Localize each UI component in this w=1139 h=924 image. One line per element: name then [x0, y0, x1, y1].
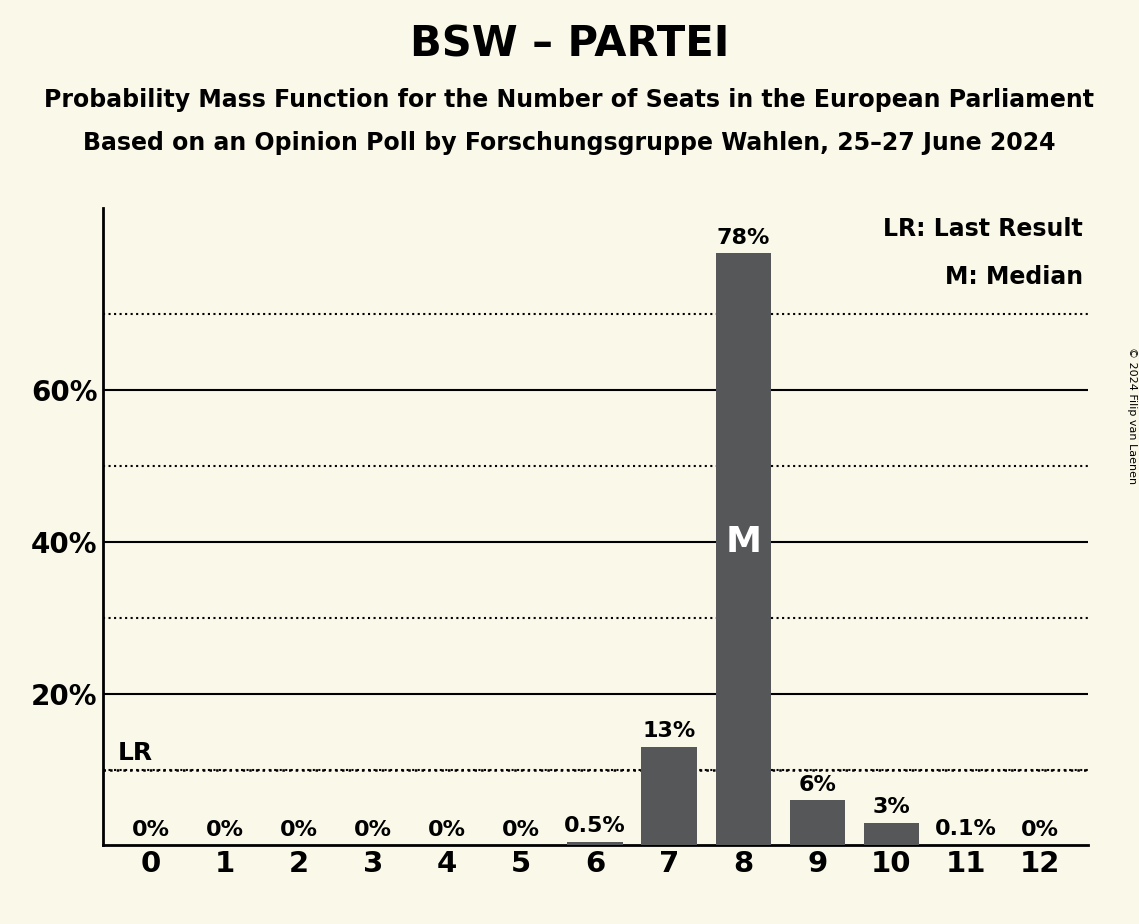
- Text: 13%: 13%: [642, 722, 696, 741]
- Bar: [863, 822, 919, 845]
- Text: Probability Mass Function for the Number of Seats in the European Parliament: Probability Mass Function for the Number…: [44, 88, 1095, 112]
- Bar: [567, 842, 623, 845]
- Text: 0%: 0%: [502, 821, 540, 840]
- Text: © 2024 Filip van Laenen: © 2024 Filip van Laenen: [1126, 347, 1137, 484]
- Text: LR: Last Result: LR: Last Result: [883, 217, 1083, 241]
- Text: 6%: 6%: [798, 774, 836, 795]
- Text: 0%: 0%: [132, 821, 170, 840]
- Text: 0.1%: 0.1%: [935, 820, 997, 839]
- Bar: [715, 253, 771, 845]
- Text: 78%: 78%: [716, 228, 770, 249]
- Text: M: M: [726, 525, 761, 559]
- Bar: [641, 747, 697, 845]
- Bar: [789, 800, 845, 845]
- Text: 0%: 0%: [1021, 821, 1058, 840]
- Text: M: Median: M: Median: [944, 265, 1083, 289]
- Text: Based on an Opinion Poll by Forschungsgruppe Wahlen, 25–27 June 2024: Based on an Opinion Poll by Forschungsgr…: [83, 131, 1056, 155]
- Text: 0.5%: 0.5%: [564, 816, 626, 836]
- Text: 0%: 0%: [206, 821, 244, 840]
- Text: LR: LR: [117, 741, 153, 765]
- Text: BSW – PARTEI: BSW – PARTEI: [410, 23, 729, 65]
- Text: 0%: 0%: [280, 821, 318, 840]
- Text: 3%: 3%: [872, 797, 910, 818]
- Text: 0%: 0%: [428, 821, 466, 840]
- Text: 0%: 0%: [354, 821, 392, 840]
